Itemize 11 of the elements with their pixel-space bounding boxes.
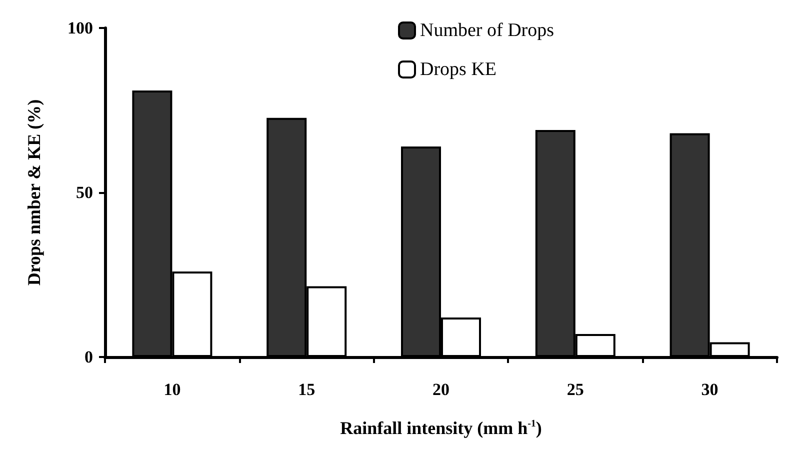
legend-label: Drops KE <box>420 59 497 80</box>
y-tick-label: 100 <box>68 18 93 38</box>
y-tick-label: 0 <box>84 348 93 366</box>
x-tick-label: 15 <box>298 380 316 399</box>
x-tick-label: 25 <box>566 380 584 399</box>
legend-label: Number of Drops <box>420 20 554 41</box>
x-tick-label: 30 <box>701 380 718 399</box>
y-tick-label: 50 <box>76 183 93 202</box>
x-tick-label: 20 <box>432 380 450 399</box>
x-tick-label: 10 <box>164 380 181 399</box>
y-axis-title: Drops nmber & KE (%) <box>24 99 44 286</box>
